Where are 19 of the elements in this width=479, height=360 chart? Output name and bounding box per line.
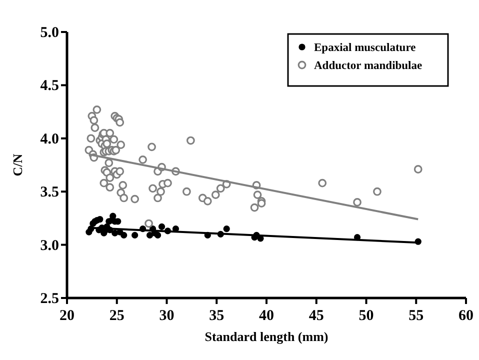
y-axis-title: C/N: [10, 153, 25, 176]
x-tick-label: 60: [458, 308, 474, 324]
x-tick-label: 35: [209, 308, 224, 324]
y-tick-label: 5.0: [40, 25, 59, 41]
y-tick-label: 4.0: [40, 131, 59, 148]
x-tick-label: 30: [159, 308, 174, 324]
x-tick-label: 20: [60, 308, 74, 324]
x-axis-title: Standard length (mm): [204, 329, 328, 344]
legend-label: Adductor mandibulae: [314, 60, 422, 72]
x-tick-label: 45: [308, 308, 324, 324]
x-tick-label: 25: [109, 308, 124, 324]
y-tick-label: 3.5: [40, 184, 59, 201]
x-tick-label: 55: [408, 308, 424, 324]
legend-label: Epaxial musculature: [314, 42, 416, 54]
y-tick-label: 4.5: [40, 78, 59, 94]
x-tick-label: 50: [358, 308, 374, 324]
y-tick-label: 2.5: [40, 291, 59, 307]
x-tick-label: 40: [259, 308, 274, 324]
y-tick-label: 3.0: [40, 238, 59, 254]
